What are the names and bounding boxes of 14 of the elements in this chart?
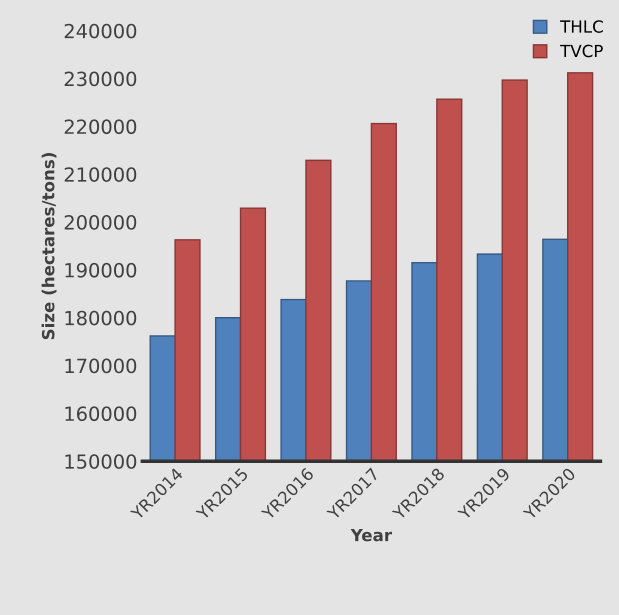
y-tick-label: 190000	[65, 262, 136, 278]
y-tick-label: 180000	[65, 310, 136, 326]
legend-label: TVCP	[560, 44, 603, 58]
y-tick-label: 240000	[64, 24, 136, 38]
y-tick-label: 220000	[64, 119, 136, 134]
y-tick-label: 230000	[64, 72, 136, 86]
y-tick-label: 160000	[65, 406, 136, 422]
x-axis-title: Year	[350, 528, 392, 542]
y-tick-label: 150000	[65, 454, 136, 469]
y-tick-label: 200000	[64, 215, 136, 230]
y-tick-label: 210000	[64, 167, 136, 182]
y-tick-label: 170000	[65, 358, 136, 374]
legend-label: THLC	[560, 20, 603, 33]
y-axis-title: Size (hectares/tons)	[42, 153, 56, 340]
